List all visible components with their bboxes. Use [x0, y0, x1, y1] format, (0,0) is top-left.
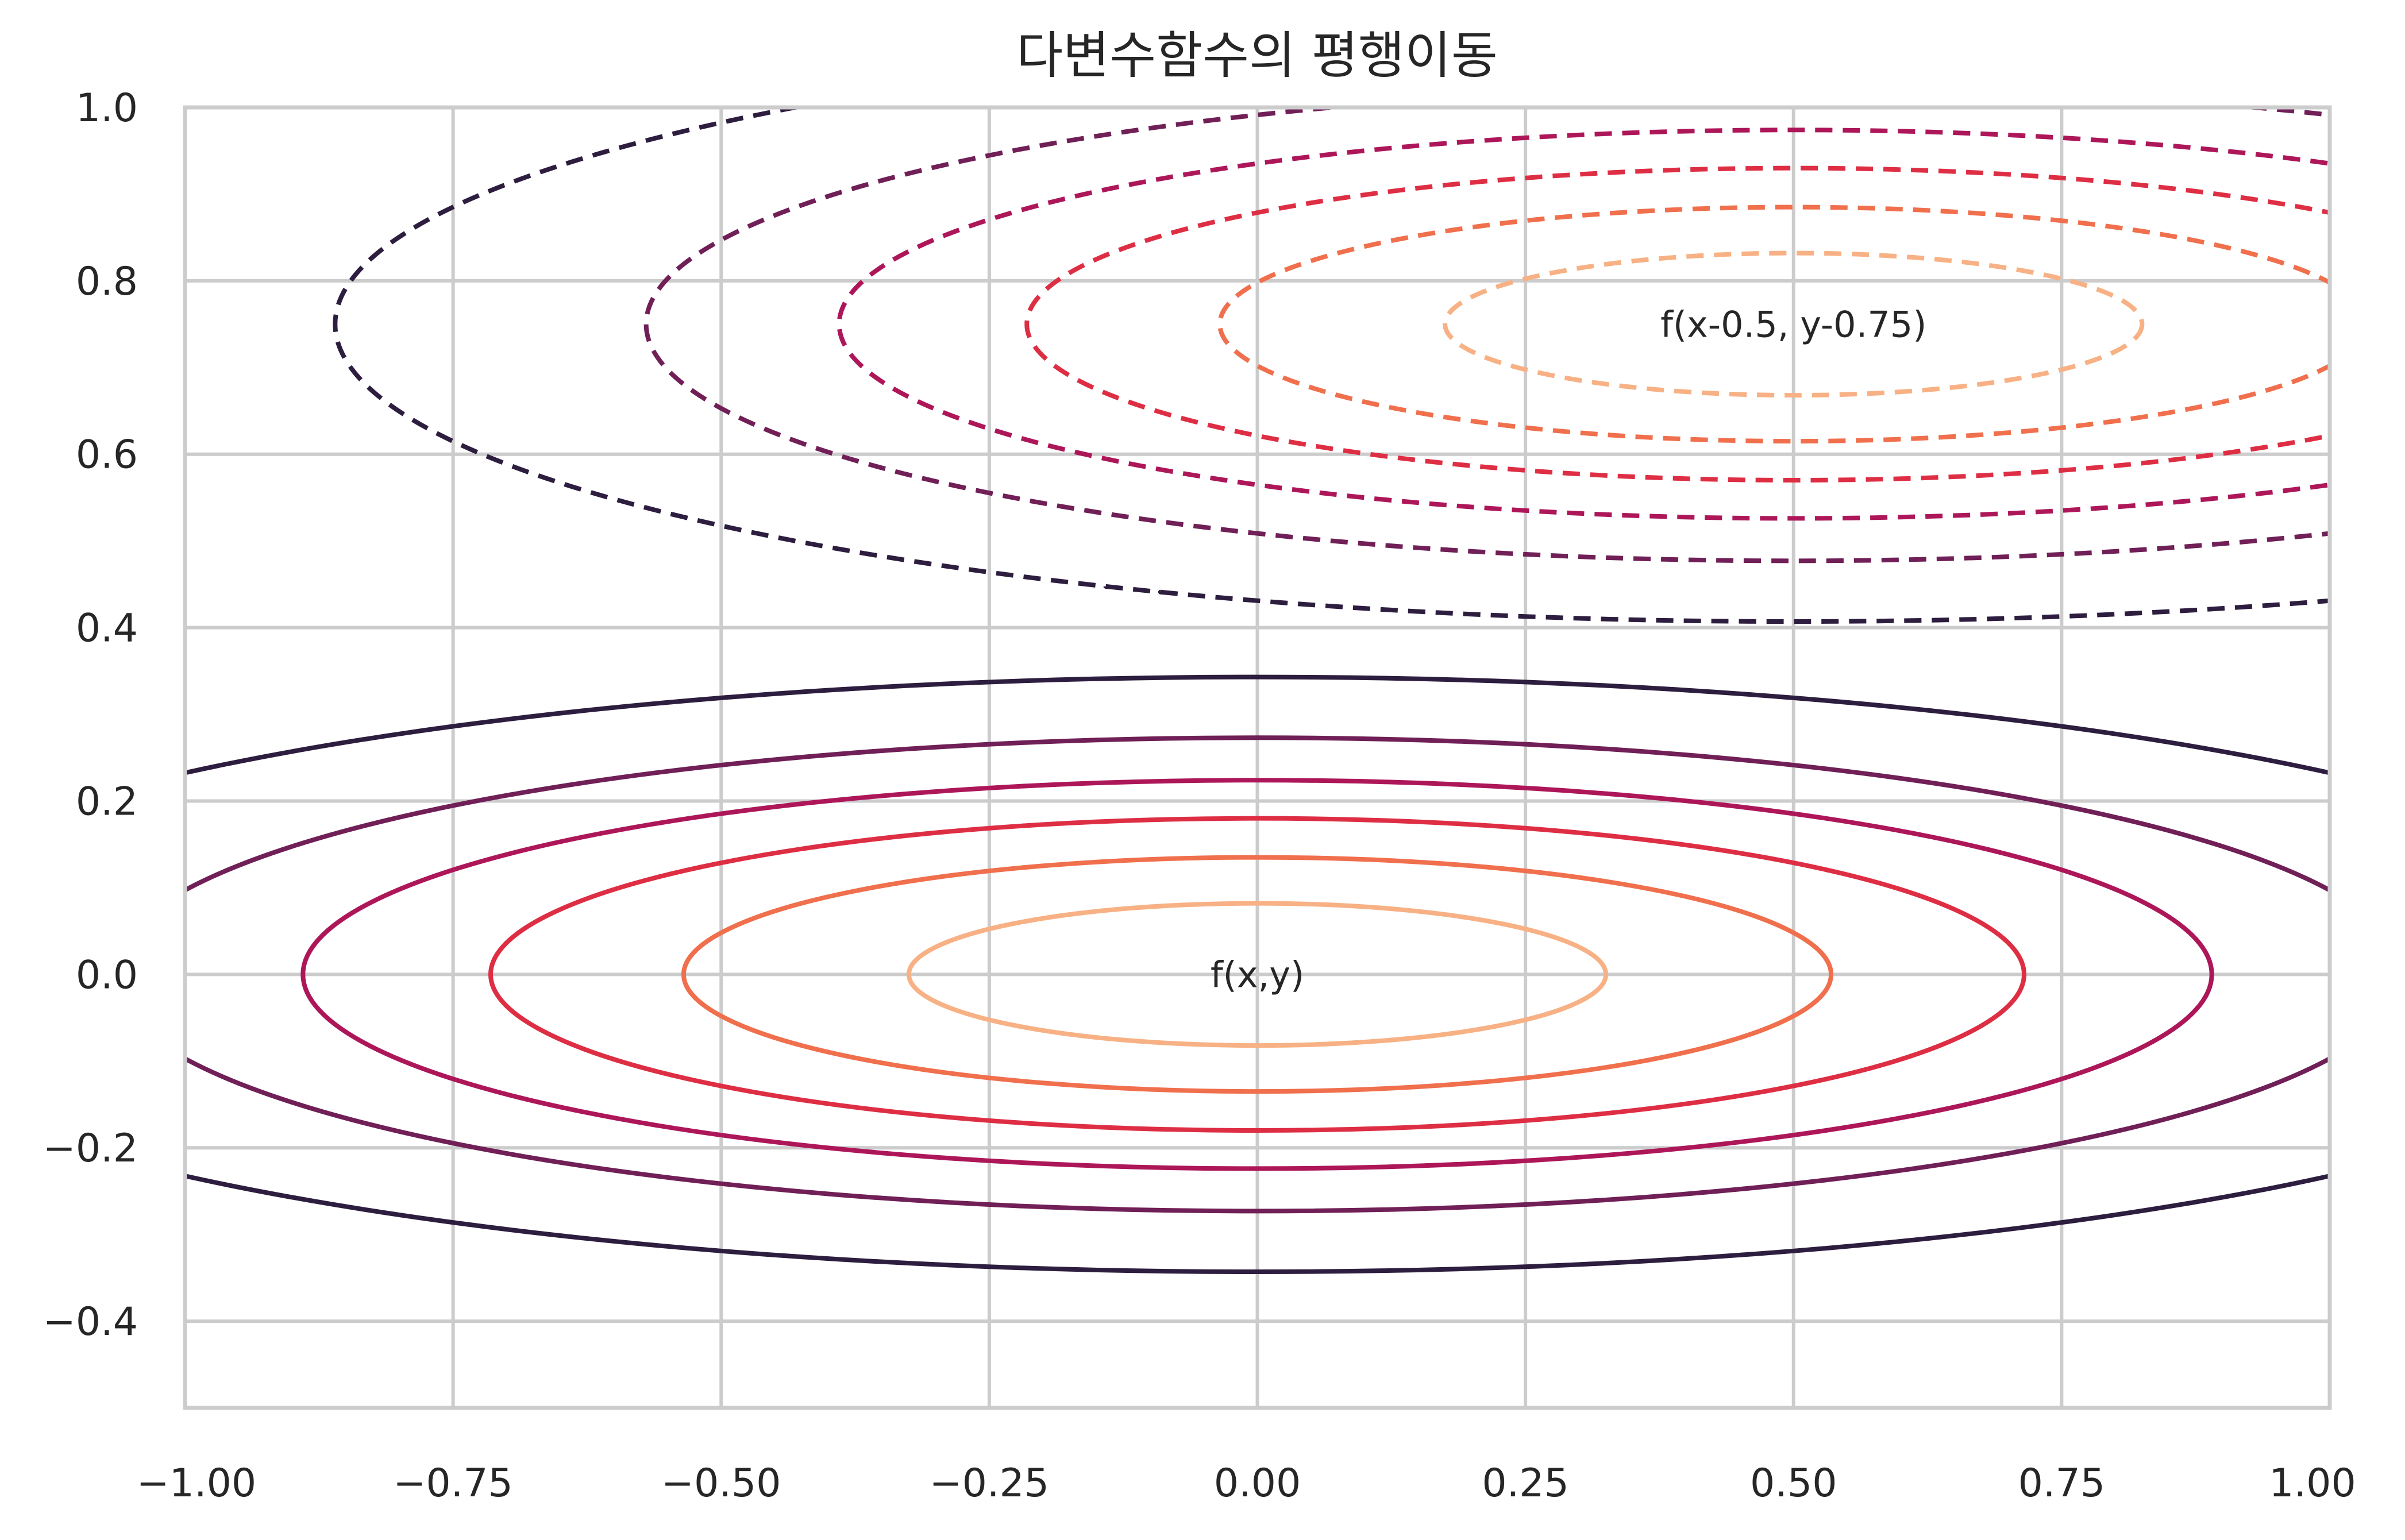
x-tick-label: −0.75 — [393, 1461, 512, 1506]
shifted-contour-level-3 — [1024, 165, 2330, 483]
shifted-contour-level-6 — [333, 107, 2330, 624]
original-contour-level-4 — [300, 778, 2214, 1171]
plot-frame — [183, 105, 2332, 1410]
x-tick-label: 0.50 — [1750, 1461, 1837, 1506]
y-tick-label: −0.2 — [43, 1126, 138, 1171]
chart-title: 다변수함수의 평행이동 — [1016, 26, 1498, 85]
original-function-label: f(x,y) — [1211, 954, 1304, 995]
y-tick-label: 0.2 — [76, 779, 138, 824]
y-tick-label: 0.4 — [76, 606, 138, 651]
original-contour-level-3 — [488, 816, 2027, 1133]
y-axis-ticks: −0.4 −0.2 0.0 0.2 0.4 0.6 0.8 1.0 — [43, 86, 138, 1345]
contour-plot-area — [185, 107, 2330, 1274]
x-tick-label: 0.75 — [2018, 1461, 2105, 1506]
shifted-contour-level-1 — [1443, 250, 2145, 398]
original-contour-level-1 — [906, 901, 1609, 1048]
original-contour-level-5 — [185, 735, 2330, 1214]
original-contour-level-2 — [681, 855, 1834, 1094]
y-tick-label: 1.0 — [76, 86, 138, 131]
x-tick-label: 1.00 — [2269, 1461, 2356, 1506]
x-tick-label: 0.25 — [1482, 1461, 1568, 1506]
y-tick-label: 0.8 — [76, 259, 138, 304]
x-tick-label: 0.00 — [1214, 1461, 1301, 1506]
y-tick-label: 0.6 — [76, 433, 138, 478]
contour-labels: f(x,y) f(x-0.5, y-0.75) — [1211, 303, 1927, 995]
x-tick-label: −0.25 — [930, 1461, 1049, 1506]
x-tick-label: −0.50 — [661, 1461, 781, 1506]
shifted-function-label: f(x-0.5, y-0.75) — [1660, 303, 1926, 345]
y-tick-label: 0.0 — [76, 952, 138, 998]
x-tick-label: −1.00 — [137, 1461, 256, 1506]
shifted-contour-level-4 — [837, 128, 2330, 521]
y-tick-label: −0.4 — [43, 1299, 138, 1345]
original-contour-level-6 — [185, 674, 2330, 1274]
x-axis-ticks: −1.00 −0.75 −0.50 −0.25 0.00 0.25 0.50 0.75 1.00 — [137, 1461, 2356, 1506]
